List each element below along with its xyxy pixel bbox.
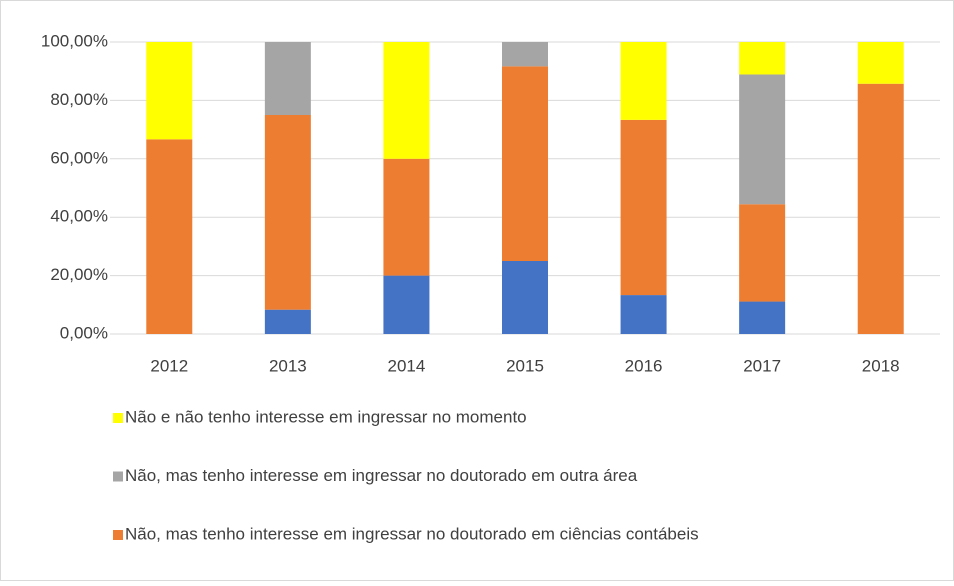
bar-segment [146,139,193,334]
bar-segment [857,83,904,334]
x-tick-label: 2015 [506,356,544,375]
bar-segment [620,295,667,334]
x-tick-label: 2013 [269,356,307,375]
y-tick-label: 60,00% [50,148,108,167]
bar-segment [264,309,311,334]
bar-segment [739,42,786,75]
x-tick-label: 2017 [743,356,781,375]
legend-label: Não, mas tenho interesse em ingressar no… [125,524,699,543]
y-tick-label: 40,00% [50,207,108,226]
bar-segment [502,42,548,67]
legend-swatch [113,413,123,423]
x-tick-label: 2012 [150,356,188,375]
x-tick-label: 2014 [388,356,426,375]
legend-swatch [113,471,123,482]
bar-segment [620,119,667,296]
bar-segment [383,275,430,334]
y-tick-label: 0,00% [60,323,108,342]
bar-segment [857,42,904,84]
bar-segment [502,261,548,334]
y-tick-label: 20,00% [50,265,108,284]
bar-segment [383,42,430,159]
bar-segment [264,42,311,115]
bar-segment [264,115,311,310]
bar-segment [739,301,786,334]
legend-label: Não, mas tenho interesse em ingressar no… [125,466,638,485]
legend-swatch [113,530,123,540]
bar-segment [739,74,786,205]
bar-segment [620,42,667,120]
bar-segment [739,204,786,302]
x-tick-label: 2016 [625,356,663,375]
x-tick-label: 2018 [862,356,900,375]
bar-segment [502,66,548,261]
y-tick-label: 100,00% [41,31,108,50]
bar-segment [146,42,193,140]
y-tick-label: 80,00% [50,90,108,109]
bar-segment [383,158,430,276]
legend-label: Não e não tenho interesse em ingressar n… [125,407,527,426]
